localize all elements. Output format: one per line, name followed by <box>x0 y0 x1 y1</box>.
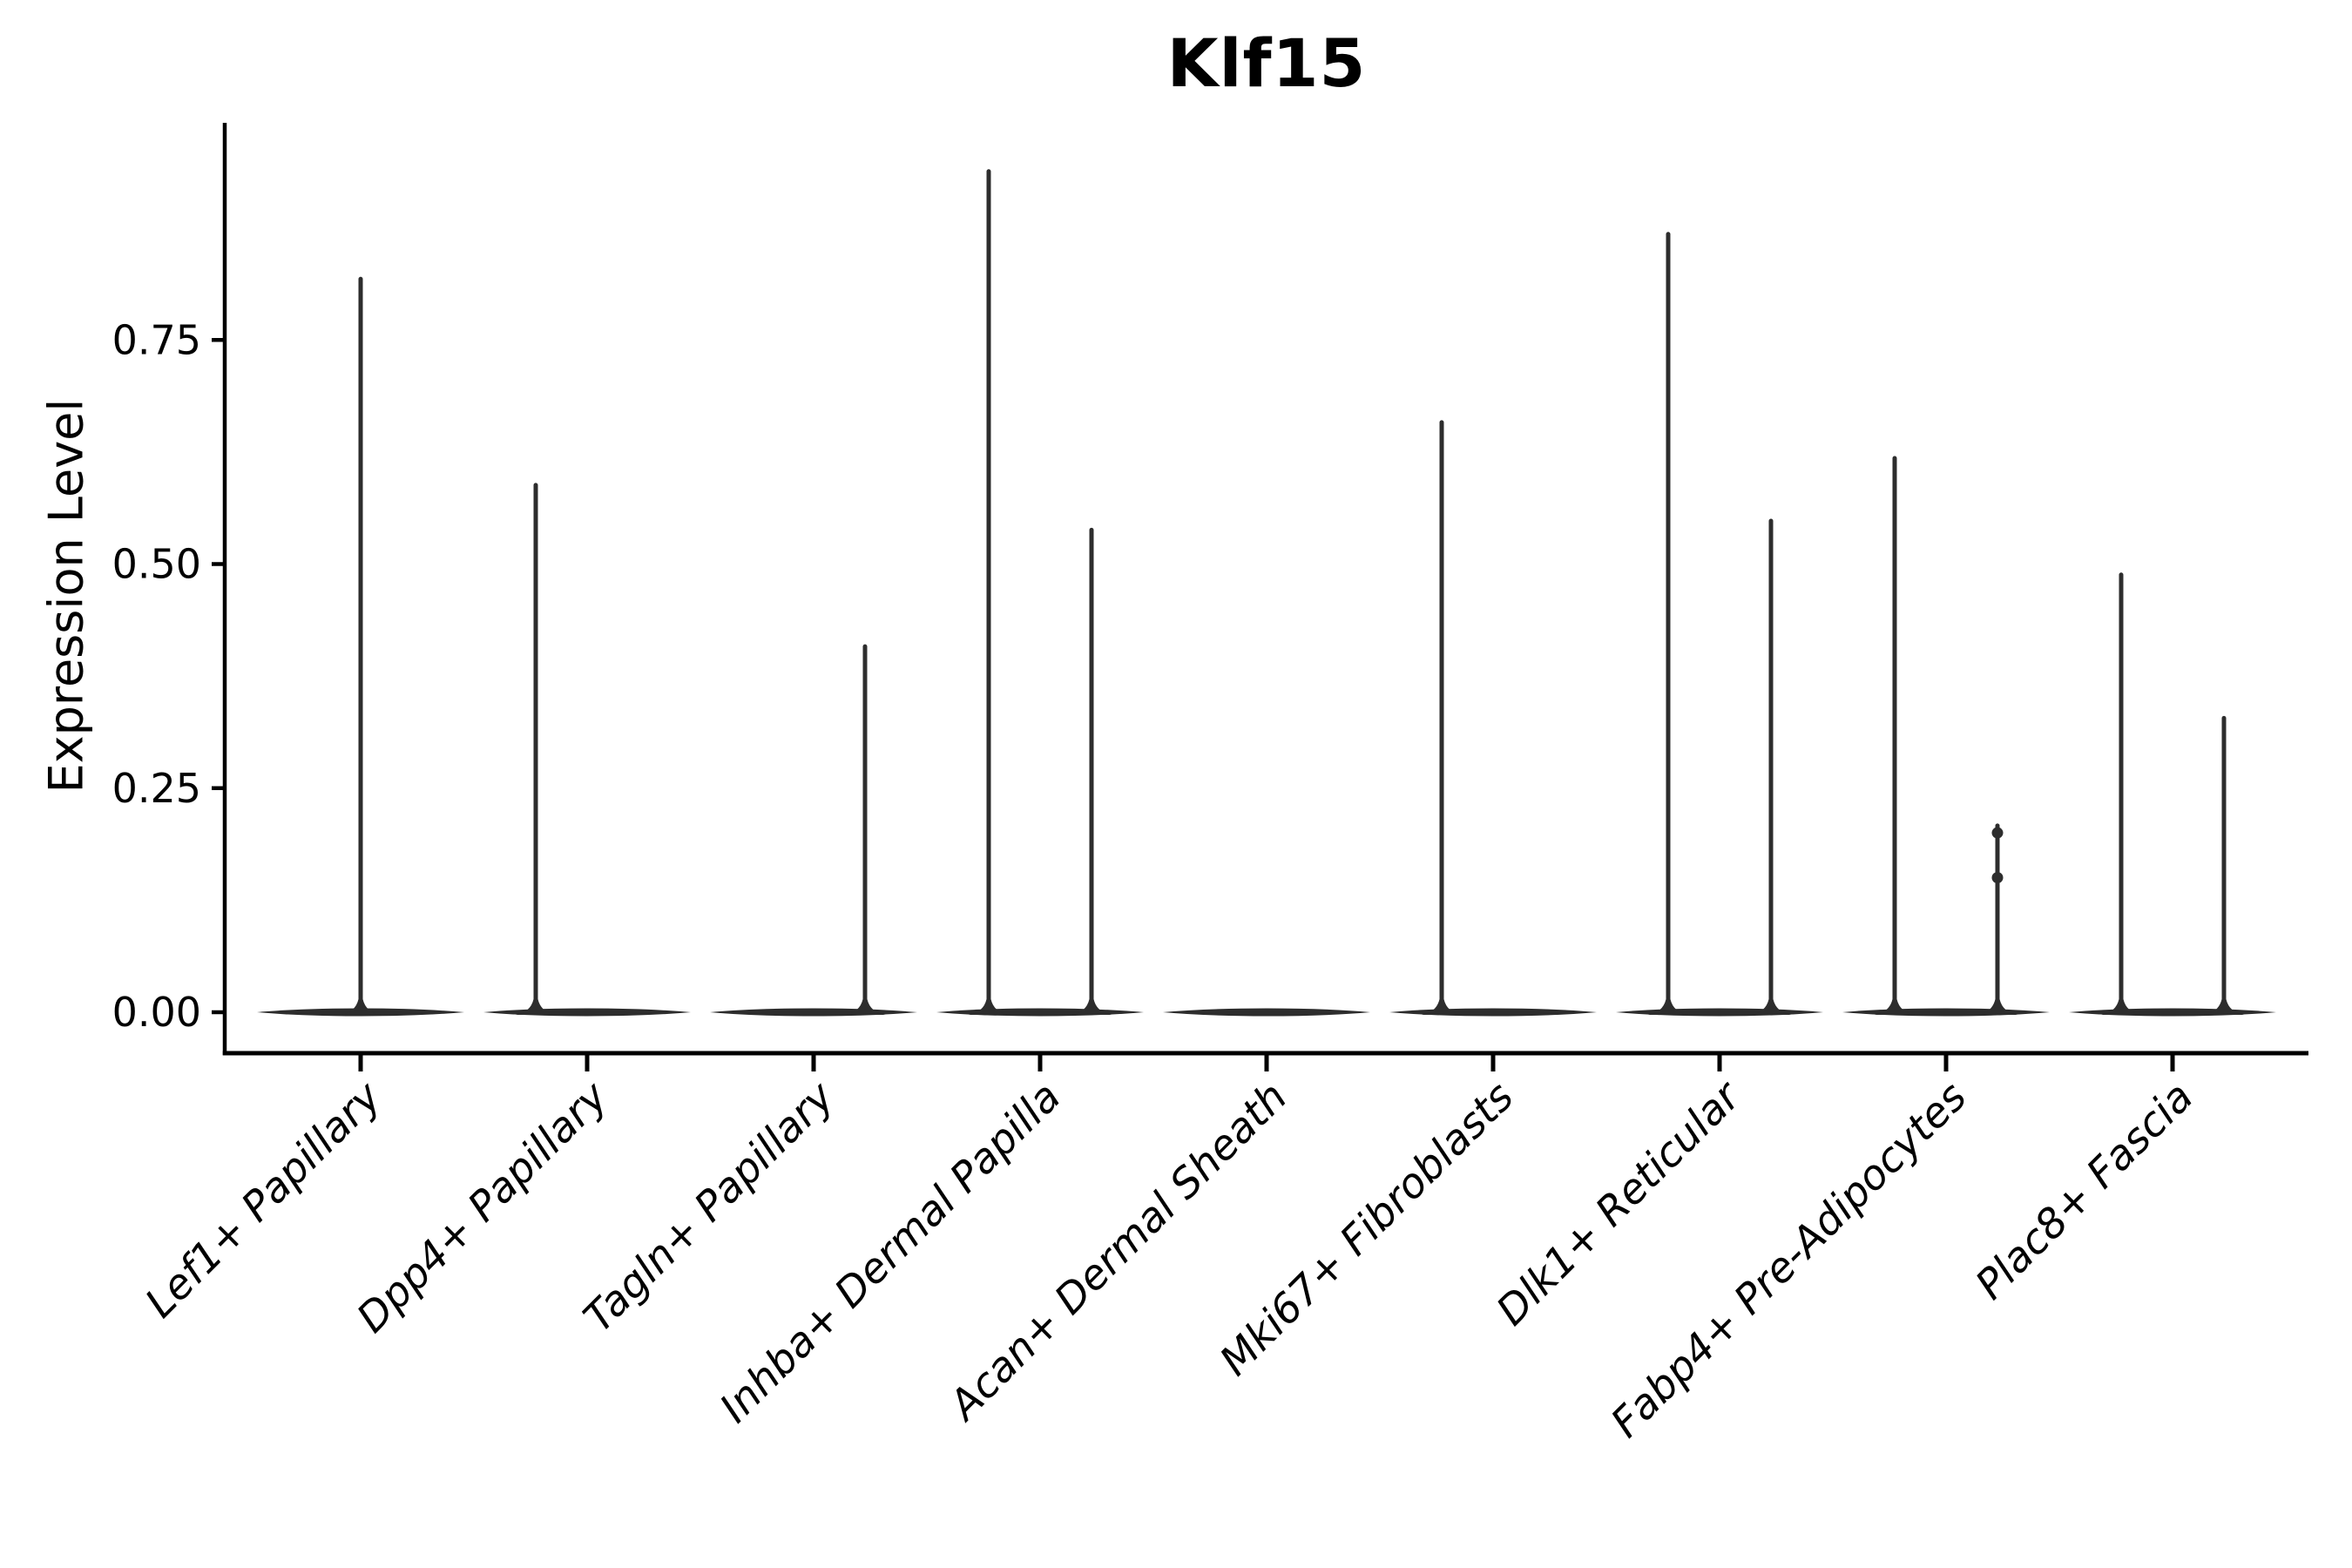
y-tick-label: 0.50 <box>112 541 201 588</box>
y-axis-label: Expression Level <box>38 398 94 794</box>
x-tick-label: Fabp4+ Pre-Adipocytes <box>1602 1073 1976 1447</box>
y-axis: 0.00 0.25 0.50 0.75 <box>112 123 227 1056</box>
y-tick-label: 0.75 <box>112 316 201 363</box>
x-tick-label: Lef1+ Papillary <box>136 1072 391 1328</box>
violin-group <box>2069 572 2276 1017</box>
x-tick-label: Dpp4+ Papillary <box>348 1072 618 1342</box>
violin-spike-bulge <box>1991 872 2004 884</box>
violin-group <box>483 483 691 1017</box>
violin-baseline <box>2069 1008 2276 1017</box>
x-tick-label: Tagln+ Papillary <box>575 1072 845 1342</box>
violin-baseline <box>936 1008 1144 1017</box>
violin-baseline <box>1389 1008 1597 1017</box>
violin-group <box>257 276 464 1017</box>
x-tick-label: Plac8+ Fascia <box>1966 1073 2202 1309</box>
violin-baseline <box>1842 1008 2050 1017</box>
violin-group <box>1163 1008 1370 1017</box>
violin-baseline <box>1163 1008 1370 1017</box>
violin-baseline <box>710 1008 917 1017</box>
violin-group <box>710 644 917 1017</box>
violin-baseline <box>483 1008 691 1017</box>
chart-title: Klf15 <box>1166 24 1367 102</box>
violin-group <box>1842 456 2050 1017</box>
y-tick-label: 0.25 <box>112 765 201 812</box>
violin-spike-bulge <box>1991 827 2004 839</box>
x-tick-label: Dlk1+ Reticular <box>1488 1071 1752 1335</box>
violin-group <box>936 169 1144 1017</box>
violin-group <box>1616 232 1823 1017</box>
y-tick-label: 0.00 <box>112 989 201 1036</box>
violin-baseline <box>1616 1008 1823 1017</box>
violin-group <box>1389 420 1597 1017</box>
violins <box>257 169 2276 1017</box>
